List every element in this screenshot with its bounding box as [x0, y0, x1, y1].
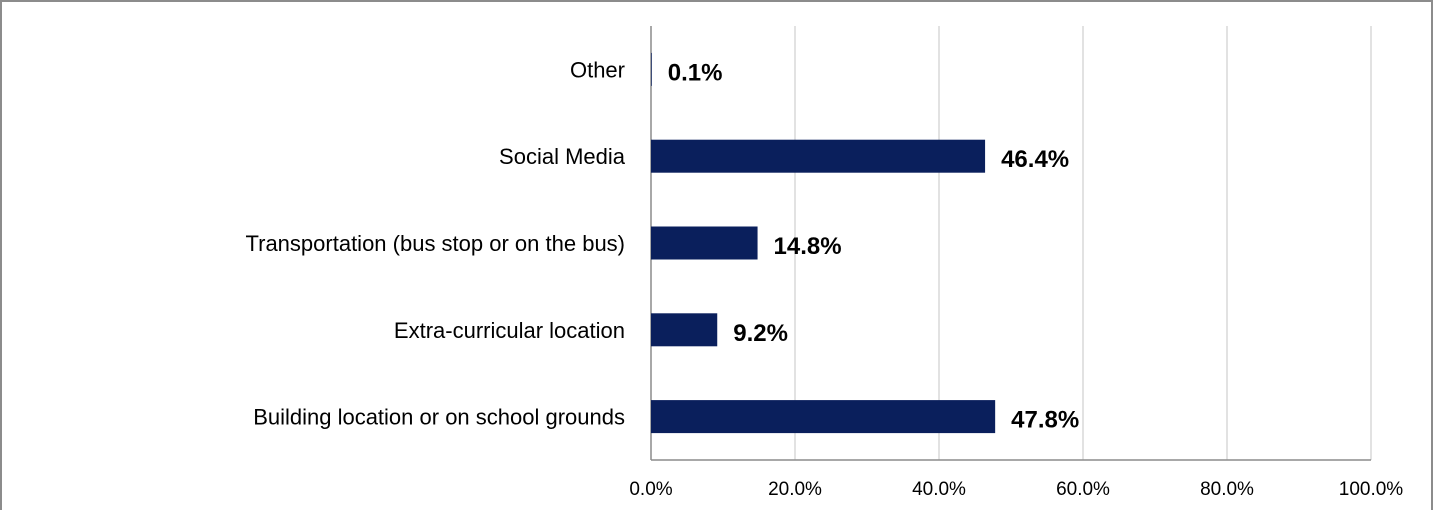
category-label: Extra-curricular location: [394, 318, 625, 343]
data-label: 0.1%: [668, 59, 723, 86]
bar: [651, 400, 996, 434]
data-label: 47.8%: [1011, 407, 1079, 434]
data-label: 46.4%: [1001, 146, 1069, 173]
category-label: Other: [570, 57, 625, 82]
data-label: 9.2%: [733, 320, 788, 347]
x-tick-label: 60.0%: [1056, 479, 1110, 500]
x-tick-label: 0.0%: [629, 479, 672, 500]
category-label: Transportation (bus stop or on the bus): [246, 231, 626, 256]
bar: [651, 226, 758, 260]
category-label: Social Media: [499, 144, 626, 169]
category-label: Building location or on school grounds: [253, 405, 625, 430]
x-tick-label: 40.0%: [912, 479, 966, 500]
bar: [651, 52, 652, 86]
bar: [651, 313, 718, 347]
x-tick-label: 20.0%: [768, 479, 822, 500]
data-label: 14.8%: [774, 233, 842, 260]
x-tick-label: 80.0%: [1200, 479, 1254, 500]
x-tick-label: 100.0%: [1339, 479, 1404, 500]
bar: [651, 139, 986, 173]
